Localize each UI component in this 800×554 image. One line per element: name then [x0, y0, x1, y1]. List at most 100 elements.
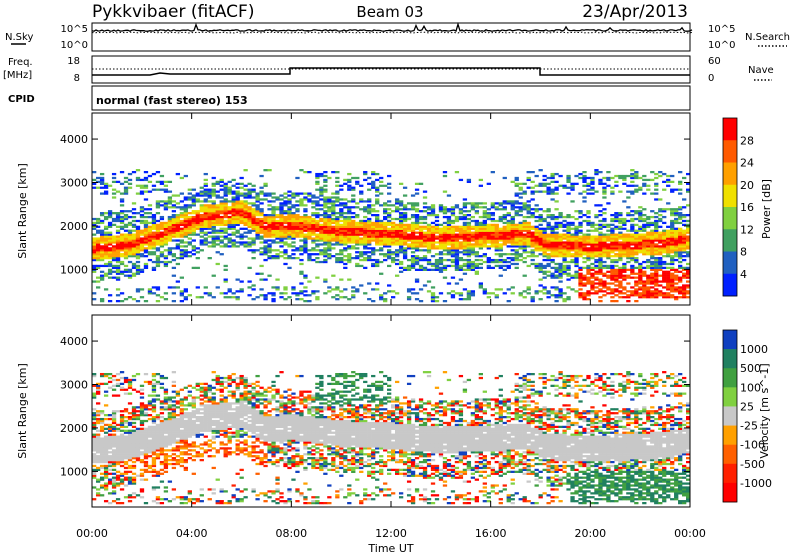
power-cell [418, 268, 424, 271]
power-cell [614, 274, 619, 277]
power-cell [406, 245, 412, 248]
power-cell [379, 247, 384, 250]
power-cell [418, 217, 424, 221]
power-cell [678, 288, 683, 291]
power-cell [634, 294, 639, 297]
power-cell [355, 227, 360, 230]
power-cell [343, 221, 348, 225]
power-cell [662, 278, 667, 281]
power-cell [367, 241, 372, 244]
power-cell [107, 260, 113, 264]
velocity-cell [123, 388, 129, 391]
power-cell [167, 200, 173, 203]
power-cell [602, 235, 607, 238]
power-cell [183, 215, 188, 219]
power-cell [183, 298, 188, 301]
power-cell [670, 284, 675, 287]
power-cell [247, 221, 252, 225]
power-cell [618, 247, 623, 250]
power-cell [510, 215, 515, 219]
power-cell [183, 296, 188, 299]
power-cell [450, 214, 456, 217]
power-cell [367, 257, 372, 260]
power-cell [654, 290, 659, 293]
power-cell [682, 223, 687, 227]
power-cell [674, 270, 679, 273]
power-cell [223, 245, 228, 248]
power-cell [646, 223, 651, 227]
power-cell [526, 239, 531, 242]
power-cell [558, 214, 563, 217]
power-cell [562, 223, 567, 227]
power-cell [550, 276, 555, 279]
power-cell [402, 247, 408, 250]
power-cell [650, 253, 655, 256]
power-cell [462, 202, 468, 205]
power-cell [414, 243, 420, 246]
power-cell [522, 296, 527, 299]
power-cell [143, 264, 149, 268]
power-cell [155, 225, 161, 228]
power-cell [566, 180, 571, 184]
power-cell [526, 235, 531, 238]
power-cell [103, 212, 109, 215]
power-cell [263, 225, 268, 228]
power-cell [654, 253, 659, 256]
power-cell [183, 251, 188, 254]
power-cell [678, 255, 683, 258]
power-cell [383, 245, 388, 248]
power-cell [462, 239, 468, 242]
power-cell [171, 300, 177, 303]
power-cell [387, 186, 392, 189]
power-cell [195, 225, 200, 228]
power-cell [151, 172, 157, 176]
power-cell [474, 239, 480, 242]
power-cell [526, 170, 531, 174]
power-cell [510, 229, 515, 232]
power-cell [123, 239, 129, 242]
power-cell [574, 290, 579, 293]
power-cell [602, 217, 607, 221]
power-cell [490, 227, 495, 230]
power-cell [251, 249, 256, 252]
power-cell [446, 258, 452, 262]
power-cell [550, 174, 555, 178]
power-cell [578, 241, 583, 244]
velocity-cell [92, 453, 97, 456]
power-cell [630, 253, 635, 256]
power-cell [550, 247, 555, 250]
power-cell [92, 264, 97, 268]
power-cell [391, 258, 396, 262]
power-cell [187, 212, 192, 215]
power-cell [606, 286, 611, 289]
power-cell [215, 180, 220, 184]
power-cell [602, 196, 607, 199]
power-cell [151, 227, 157, 230]
power-cell [570, 249, 575, 252]
velocity-cell [107, 437, 113, 440]
power-cell [626, 190, 631, 193]
power-cell [662, 266, 667, 270]
power-cell [622, 270, 627, 273]
power-cell [303, 215, 308, 219]
power-cell [470, 266, 476, 270]
power-cell [510, 227, 515, 230]
power-cell [247, 243, 252, 246]
power-cell [155, 243, 161, 246]
power-cell [426, 237, 432, 240]
power-cell [255, 233, 260, 236]
power-cell [251, 212, 256, 215]
power-cell [490, 204, 495, 207]
power-cell [155, 219, 161, 223]
power-cell [271, 298, 276, 301]
power-cell [171, 247, 177, 250]
velocity-cells [92, 371, 691, 505]
power-cell [430, 262, 436, 266]
power-cell [243, 235, 248, 238]
power-cell [191, 253, 196, 256]
power-cell [670, 286, 675, 289]
velocity-cell [103, 486, 109, 489]
power-cell [630, 227, 635, 230]
power-cell [498, 219, 503, 223]
power-cell [626, 296, 631, 299]
